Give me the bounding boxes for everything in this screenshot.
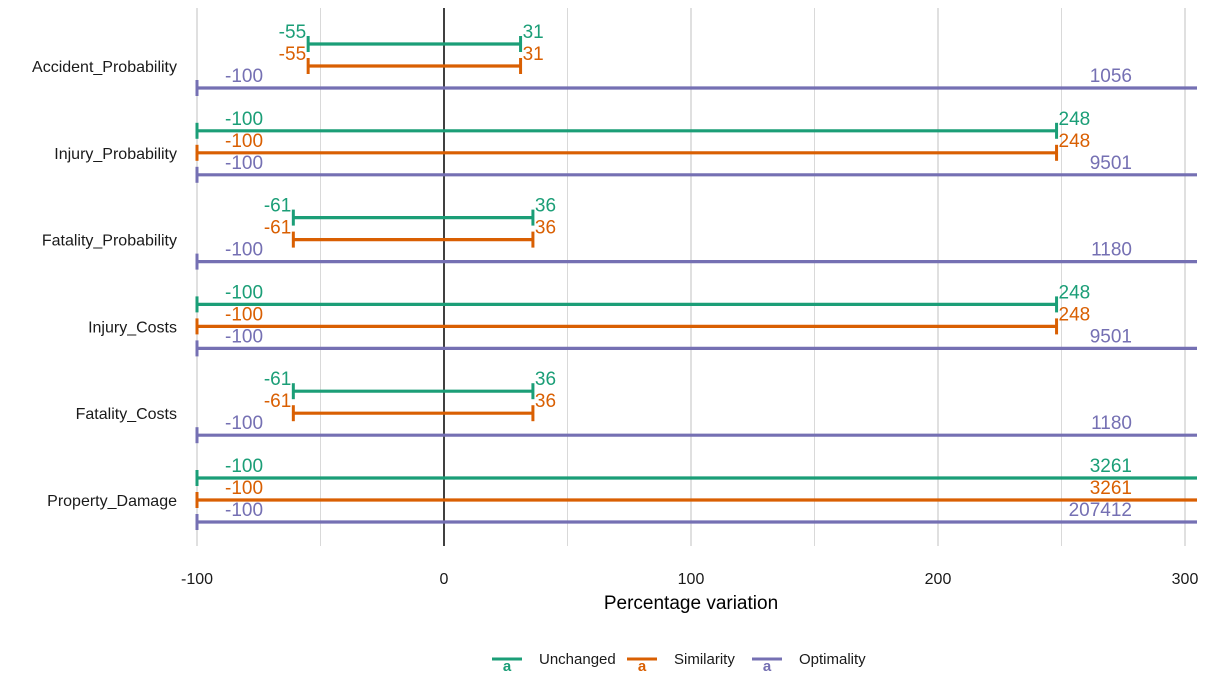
value-label-high: 31: [523, 44, 544, 65]
value-label-low: -100: [225, 153, 263, 174]
category-label: Property_Damage: [47, 493, 177, 510]
x-axis-title: Percentage variation: [604, 593, 778, 614]
legend-label-similarity: Similarity: [674, 651, 735, 668]
legend-key-symbol: a: [763, 658, 772, 675]
value-label-high: 1180: [1091, 240, 1132, 261]
x-tick-label: 200: [925, 571, 952, 588]
value-label-low: -100: [225, 109, 263, 130]
value-label-high: 31: [523, 22, 544, 43]
value-label-low: -100: [225, 304, 263, 325]
category-label: Fatality_Probability: [42, 233, 177, 250]
value-label-high: 248: [1059, 304, 1091, 325]
value-label-high: 3261: [1090, 478, 1132, 499]
value-label-high: 248: [1059, 109, 1091, 130]
value-label-low: -100: [225, 456, 263, 477]
value-label-high: 1056: [1090, 66, 1132, 87]
value-label-low: -61: [264, 369, 291, 390]
value-label-high: 248: [1059, 131, 1091, 152]
value-label-low: -100: [225, 326, 263, 347]
legend-label-optimality: Optimality: [799, 651, 866, 668]
value-label-high: 248: [1059, 282, 1091, 303]
value-label-low: -61: [264, 391, 291, 412]
category-label: Injury_Costs: [88, 319, 177, 336]
legend-key-symbol: a: [503, 658, 512, 675]
x-tick-label: -100: [181, 571, 213, 588]
category-label: Injury_Probability: [54, 146, 177, 163]
category-label: Fatality_Costs: [76, 406, 177, 423]
value-label-low: -55: [279, 44, 306, 65]
value-label-low: -61: [264, 196, 291, 217]
category-label: Accident_Probability: [32, 59, 177, 76]
value-label-low: -100: [225, 131, 263, 152]
value-label-low: -100: [225, 282, 263, 303]
value-label-high: 36: [535, 218, 556, 239]
value-label-low: -100: [225, 240, 263, 261]
value-label-low: -55: [279, 22, 306, 43]
value-label-low: -100: [225, 500, 263, 521]
value-label-low: -100: [225, 478, 263, 499]
value-label-high: 9501: [1090, 153, 1132, 174]
value-label-high: 36: [535, 196, 556, 217]
x-tick-label: 100: [678, 571, 705, 588]
x-tick-label: 0: [440, 571, 449, 588]
value-label-high: 1180: [1091, 413, 1132, 434]
value-label-high: 9501: [1090, 326, 1132, 347]
value-label-low: -100: [225, 413, 263, 434]
x-tick-label: 300: [1172, 571, 1199, 588]
value-label-high: 36: [535, 369, 556, 390]
value-label-high: 3261: [1090, 456, 1132, 477]
value-label-high: 207412: [1069, 500, 1132, 521]
value-label-low: -61: [264, 218, 291, 239]
value-label-high: 36: [535, 391, 556, 412]
legend-label-unchanged: Unchanged: [539, 651, 616, 668]
legend-key-symbol: a: [638, 658, 647, 675]
value-label-low: -100: [225, 66, 263, 87]
